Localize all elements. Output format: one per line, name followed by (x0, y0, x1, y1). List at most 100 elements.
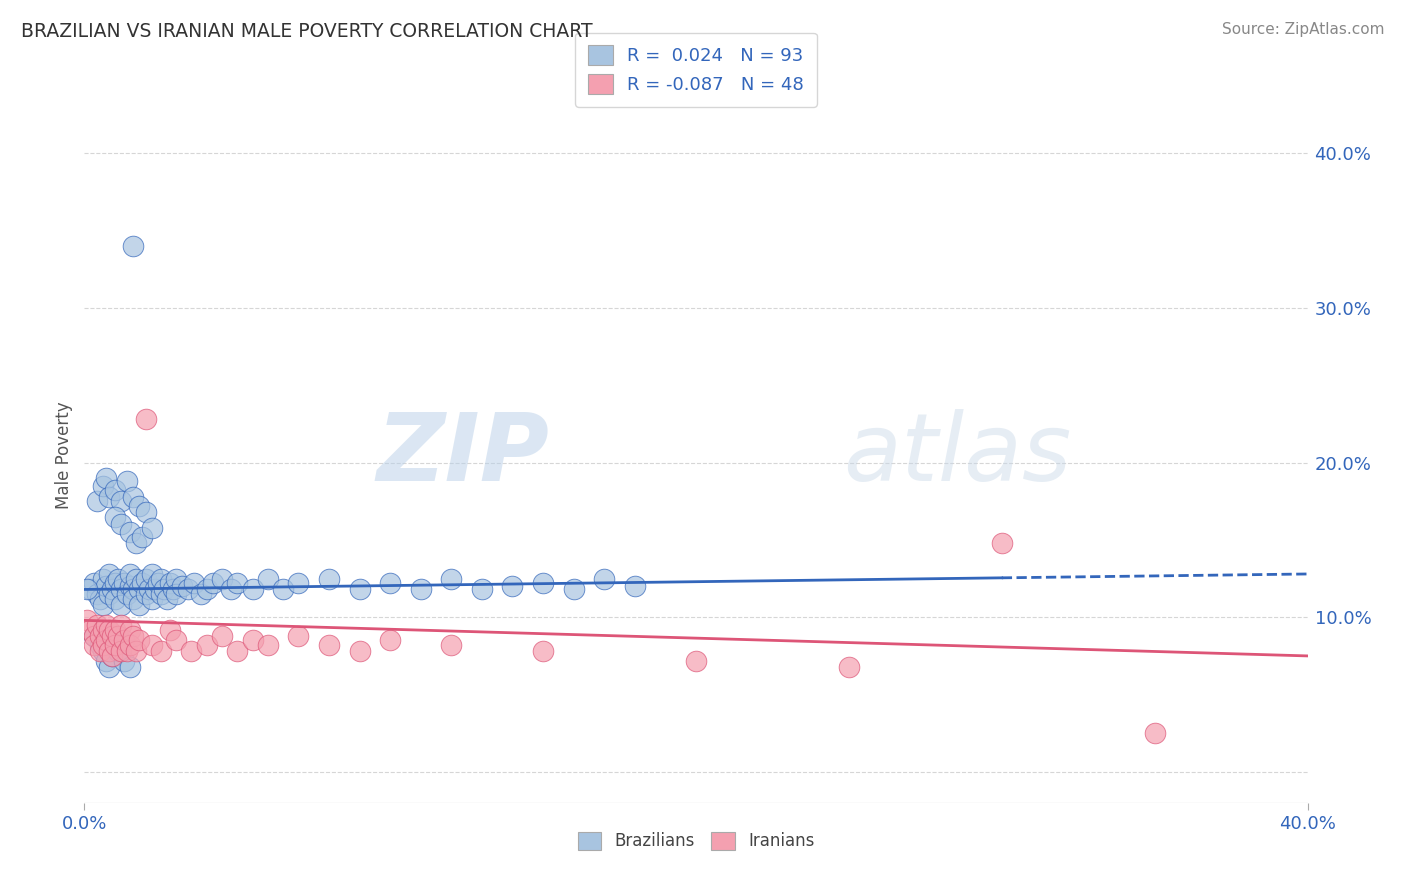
Point (380, 576, 402, 591)
Point (120, 659, 142, 673)
Point (122, 591, 145, 606)
Point (162, 582, 184, 597)
Point (624, 579, 647, 593)
Point (104, 576, 127, 591)
Point (89, 644, 111, 658)
Point (135, 505, 157, 519)
Point (201, 576, 224, 591)
Point (97, 566, 120, 581)
Point (159, 623, 181, 637)
Point (349, 582, 371, 597)
Point (122, 629, 145, 643)
Point (104, 638, 127, 652)
Point (107, 629, 129, 643)
Point (79, 582, 101, 597)
Point (318, 572, 340, 586)
Point (86, 618, 108, 632)
Point (89, 638, 111, 652)
Point (226, 576, 249, 591)
Point (195, 638, 218, 652)
Point (242, 582, 264, 597)
Point (165, 633, 187, 648)
Point (94, 471, 117, 485)
Point (120, 566, 142, 581)
Point (91, 572, 114, 586)
Point (104, 591, 127, 606)
Point (440, 572, 463, 586)
Point (271, 582, 294, 597)
Point (128, 499, 150, 513)
Point (83, 576, 105, 591)
Point (97, 623, 120, 637)
Point (287, 576, 309, 591)
Point (94, 633, 117, 648)
Point (115, 644, 138, 658)
Point (86, 587, 108, 601)
Point (91, 638, 114, 652)
Point (86, 494, 108, 508)
Point (502, 579, 524, 593)
Point (131, 530, 153, 544)
Point (593, 572, 616, 586)
Point (156, 591, 179, 606)
Point (115, 587, 138, 601)
Point (141, 520, 163, 534)
Point (101, 648, 124, 663)
Point (180, 644, 202, 658)
Point (135, 587, 157, 601)
Legend: Brazilians, Iranians: Brazilians, Iranians (571, 825, 821, 857)
Point (107, 644, 129, 658)
Point (149, 587, 172, 601)
Point (190, 587, 212, 601)
Point (287, 629, 309, 643)
Point (104, 509, 127, 524)
Point (104, 638, 127, 652)
Point (91, 598, 114, 612)
Point (211, 572, 233, 586)
Text: atlas: atlas (842, 409, 1071, 500)
Point (76, 613, 98, 627)
Point (531, 644, 554, 658)
Point (122, 490, 145, 504)
Point (122, 582, 145, 597)
Point (138, 582, 160, 597)
Point (141, 591, 163, 606)
Point (141, 638, 163, 652)
Point (115, 474, 138, 488)
Point (146, 576, 169, 591)
Point (838, 659, 860, 673)
Point (380, 633, 402, 648)
Point (318, 638, 340, 652)
Point (562, 582, 585, 597)
Point (685, 654, 707, 668)
Point (91, 623, 114, 637)
Point (110, 618, 132, 632)
Point (172, 579, 194, 593)
Point (226, 644, 249, 658)
Point (89, 629, 111, 643)
Point (112, 654, 135, 668)
Point (110, 598, 132, 612)
Point (101, 648, 124, 663)
Point (128, 598, 150, 612)
Point (76, 582, 98, 597)
Point (104, 623, 127, 637)
Point (349, 644, 371, 658)
Point (165, 587, 187, 601)
Point (97, 644, 120, 658)
Point (141, 566, 163, 581)
Point (101, 582, 124, 597)
Point (110, 494, 132, 508)
Point (531, 576, 554, 591)
Point (165, 572, 187, 586)
Text: Source: ZipAtlas.com: Source: ZipAtlas.com (1222, 22, 1385, 37)
Point (149, 644, 172, 658)
Point (110, 644, 132, 658)
Point (195, 582, 218, 597)
Point (125, 536, 148, 550)
Point (101, 629, 124, 643)
Point (104, 483, 127, 498)
Point (110, 582, 132, 597)
Point (112, 633, 135, 648)
Point (177, 582, 200, 597)
